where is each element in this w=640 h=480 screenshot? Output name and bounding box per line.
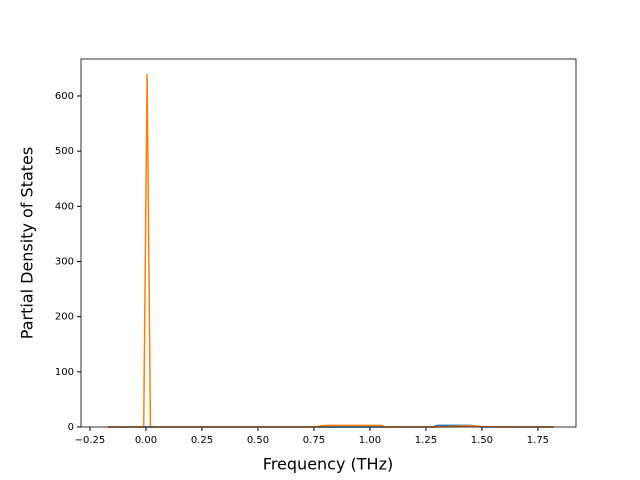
- x-tick-label: 1.50: [471, 435, 493, 446]
- y-tick-label: 200: [55, 312, 74, 323]
- y-tick-label: 0: [68, 422, 74, 433]
- x-axis-label: Frequency (THz): [263, 455, 393, 474]
- x-tick-label: 1.75: [527, 435, 549, 446]
- y-tick-label: 400: [55, 201, 74, 212]
- x-tick-label: 0.00: [135, 435, 157, 446]
- x-tick-label: 1.00: [359, 435, 381, 446]
- y-tick-label: 600: [55, 91, 74, 102]
- y-tick-label: 300: [55, 256, 74, 267]
- y-tick-label: 100: [55, 367, 74, 378]
- y-axis-label: Partial Density of States: [18, 147, 37, 339]
- x-tick-label: 1.25: [415, 435, 437, 446]
- plot-frame: [80, 58, 577, 428]
- y-tick-label: 500: [55, 146, 74, 157]
- x-tick-label: 0.75: [303, 435, 325, 446]
- x-tick-label: 0.50: [247, 435, 269, 446]
- x-tick-label: −0.25: [75, 435, 106, 446]
- series-line: [107, 73, 554, 428]
- x-tick-label: 0.25: [191, 435, 213, 446]
